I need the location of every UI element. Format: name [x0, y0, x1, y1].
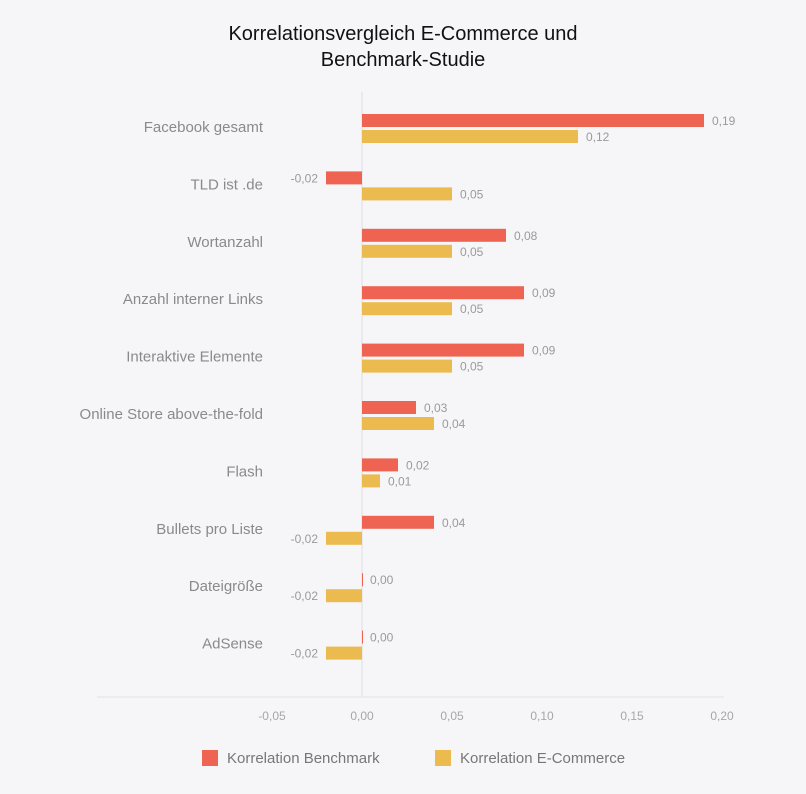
data-label: 0,05: [460, 245, 484, 259]
data-label: 0,02: [406, 458, 430, 472]
category-label: Flash: [226, 463, 263, 480]
bar-ecommerce: [362, 244, 452, 258]
data-label: 0,04: [442, 417, 466, 431]
bar-benchmark: [362, 515, 434, 529]
chart-title-line-2: Benchmark-Studie: [320, 49, 486, 72]
category-label: AdSense: [202, 636, 263, 653]
category-label: Wortanzahl: [187, 234, 263, 251]
data-label: 0,03: [424, 401, 448, 415]
legend-label: Korrelation Benchmark: [227, 750, 380, 767]
bar-benchmark: [362, 630, 363, 644]
bar-ecommerce: [362, 417, 434, 430]
data-label: 0,04: [442, 516, 466, 530]
legend-swatch: [202, 750, 218, 766]
chart-title-line-1: Korrelationsvergleich E-Commerce und: [228, 23, 578, 46]
x-tick-label: 0,00: [350, 709, 374, 723]
x-tick-label: 0,20: [710, 709, 734, 723]
data-label: 0,00: [370, 631, 394, 645]
bar-ecommerce: [362, 302, 452, 316]
bar-ecommerce: [326, 531, 362, 545]
bar-ecommerce: [362, 130, 578, 143]
bar-ecommerce: [362, 359, 452, 373]
legend-swatch: [435, 750, 451, 766]
bar-benchmark: [326, 171, 362, 185]
data-label: -0,02: [291, 171, 319, 185]
bar-benchmark: [362, 401, 416, 414]
bar-benchmark: [362, 286, 524, 300]
data-label: 0,08: [514, 229, 538, 243]
data-label: 0,09: [532, 286, 556, 300]
x-tick-label: 0,10: [530, 709, 554, 723]
data-label: -0,02: [291, 589, 319, 603]
data-label: 0,01: [388, 474, 412, 488]
category-label: Anzahl interner Links: [123, 291, 263, 308]
bar-ecommerce: [326, 589, 362, 603]
category-label: Bullets pro Liste: [156, 521, 263, 538]
data-label: 0,12: [586, 130, 610, 144]
data-label: -0,02: [291, 647, 319, 661]
data-label: 0,05: [460, 187, 484, 201]
category-label: Interaktive Elemente: [126, 349, 263, 366]
category-label: Online Store above-the-fold: [80, 406, 263, 423]
bar-ecommerce: [326, 646, 362, 660]
bar-benchmark: [362, 458, 398, 472]
bar-benchmark: [362, 343, 524, 357]
bar-benchmark: [362, 573, 363, 587]
data-label: -0,02: [291, 532, 319, 546]
chart-title: Korrelationsvergleich E-Commerce und Ben…: [0, 21, 806, 73]
data-label: 0,00: [370, 573, 394, 587]
data-label: 0,09: [532, 344, 556, 358]
bar-benchmark: [362, 228, 506, 242]
data-label: 0,05: [460, 360, 484, 374]
category-label: Facebook gesamt: [144, 119, 264, 136]
legend-label: Korrelation E-Commerce: [460, 750, 625, 767]
category-label: TLD ist .de: [190, 176, 263, 193]
x-tick-label: 0,15: [620, 709, 644, 723]
data-label: 0,19: [712, 114, 736, 128]
category-label: Dateigröße: [189, 578, 263, 595]
x-tick-label: 0,05: [440, 709, 464, 723]
bar-ecommerce: [362, 474, 380, 488]
bar-ecommerce: [362, 187, 452, 201]
bar-benchmark: [362, 114, 704, 127]
data-label: 0,05: [460, 302, 484, 316]
x-tick-label: -0,05: [258, 709, 286, 723]
